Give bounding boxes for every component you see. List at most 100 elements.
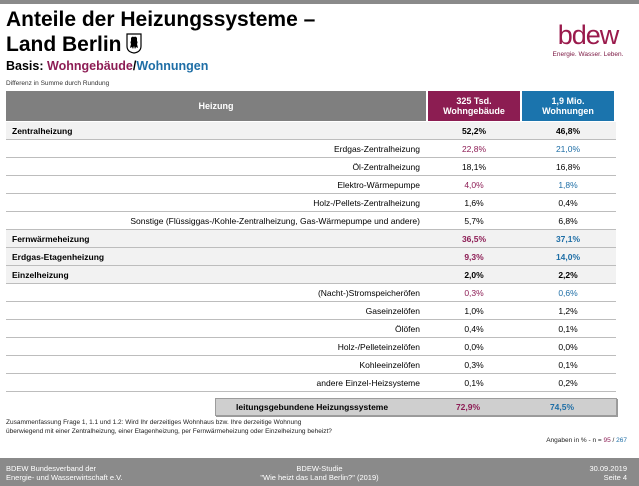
row-divider	[6, 337, 616, 338]
row-divider	[6, 211, 616, 212]
value-wohngebaeude: 9,3%	[464, 252, 484, 262]
value-wohnungen: 6,8%	[558, 216, 578, 226]
header-col2-line1: 1,9 Mio.	[551, 96, 585, 106]
row-label: Fernwärmeheizung	[12, 234, 90, 244]
row-divider	[6, 139, 616, 140]
footer-left-line2: Energie- und Wasserwirtschaft e.V.	[6, 473, 123, 482]
value-wohnungen: 0,6%	[558, 288, 578, 298]
value-wohngebaeude: 0,3%	[464, 288, 484, 298]
value-wohngebaeude: 0,0%	[464, 342, 484, 352]
header-col1-line1: 325 Tsd.	[456, 96, 492, 106]
footer-date: 30.09.2019	[589, 464, 627, 473]
value-wohnungen: 2,2%	[558, 270, 578, 280]
table-row: Öl-Zentralheizung 18,1% 16,8%	[6, 158, 616, 176]
value-wohnungen: 0,0%	[558, 342, 578, 352]
summary-label: leitungsgebundene Heizungssysteme	[236, 402, 389, 412]
row-divider	[6, 175, 616, 176]
angaben-prefix: Angaben in % - n =	[546, 437, 604, 444]
value-wohngebaeude: 18,1%	[461, 162, 487, 172]
table-row: Ölöfen 0,4% 0,1%	[6, 320, 616, 338]
row-label: Einzelheizung	[12, 270, 69, 280]
table-row: Gaseinzelöfen 1,0% 1,2%	[6, 302, 616, 320]
table-row: Erdgas-Zentralheizung 22,8% 21,0%	[6, 140, 616, 158]
table-row: Elektro-Wärmepumpe 4,0% 1,8%	[6, 176, 616, 194]
row-label: Öl-Zentralheizung	[352, 162, 420, 172]
logo-tagline: Energie. Wasser. Leben.	[552, 51, 624, 58]
header-heizung: Heizung	[6, 91, 426, 121]
table-row: Holz-/Pelleteinzelöfen 0,0% 0,0%	[6, 338, 616, 356]
value-wohnungen: 0,1%	[558, 324, 578, 334]
footer-center-line2: "Wie heizt das Land Berlin?" (2019)	[260, 473, 379, 482]
table-row: Einzelheizung 2,0% 2,2%	[6, 266, 616, 284]
row-divider	[6, 229, 616, 230]
row-divider	[6, 283, 616, 284]
row-divider	[6, 373, 616, 374]
value-wohngebaeude: 22,8%	[461, 144, 487, 154]
berlin-bear-icon	[125, 32, 142, 54]
header-wohngebaeude: 325 Tsd. Wohngebäude	[428, 91, 520, 121]
footer-page-number: Seite 4	[603, 473, 627, 482]
value-wohnungen: 1,2%	[558, 306, 578, 316]
row-divider	[6, 355, 616, 356]
table-row: Fernwärmeheizung 36,5% 37,1%	[6, 230, 616, 248]
value-wohnungen: 16,8%	[555, 162, 581, 172]
summary-value-wohngebaeude: 72,9%	[455, 402, 481, 412]
footer-study: BDEW-Studie "Wie heizt das Land Berlin?"…	[0, 464, 639, 482]
value-wohngebaeude: 0,4%	[464, 324, 484, 334]
footnote-line-2: überwiegend mit einer Zentralheizung, ei…	[6, 428, 332, 435]
header-col1-line2: Wohngebäude	[443, 106, 505, 116]
summary-value-wohnungen: 74,5%	[549, 402, 575, 412]
value-wohngebaeude: 5,7%	[464, 216, 484, 226]
bdew-logo: bdew Energie. Wasser. Leben.	[548, 20, 628, 58]
row-label: Ölöfen	[394, 324, 420, 334]
row-label: Erdgas-Etagenheizung	[12, 252, 105, 262]
title-line-2-text: Land Berlin	[6, 33, 122, 56]
row-divider	[6, 193, 616, 194]
row-label: Elektro-Wärmepumpe	[337, 180, 420, 190]
table-row: Holz-/Pellets-Zentralheizung 1,6% 0,4%	[6, 194, 616, 212]
row-divider	[6, 391, 616, 392]
row-label: Holz-/Pellets-Zentralheizung	[313, 198, 420, 208]
value-wohnungen: 0,4%	[558, 198, 578, 208]
header-col2-line2: Wohnungen	[542, 106, 594, 116]
value-wohnungen: 46,8%	[555, 126, 581, 136]
row-divider	[6, 247, 616, 248]
value-wohnungen: 37,1%	[555, 234, 581, 244]
table-row: (Nacht-)Stromspeicheröfen 0,3% 0,6%	[6, 284, 616, 302]
row-divider	[6, 301, 616, 302]
table-row: Sonstige (Flüssiggas-/Kohle-Zentralheizu…	[6, 212, 616, 230]
value-wohngebaeude: 1,6%	[464, 198, 484, 208]
value-wohnungen: 14,0%	[555, 252, 581, 262]
row-divider	[6, 319, 616, 320]
sample-n-wohnungen: 267	[616, 437, 627, 444]
table-row: Kohleeinzelöfen 0,3% 0,1%	[6, 356, 616, 374]
subtitle-prefix: Basis:	[6, 59, 47, 73]
title-line-2: Land Berlin	[6, 32, 315, 57]
row-label: Sonstige (Flüssiggas-/Kohle-Zentralheizu…	[130, 216, 420, 226]
value-wohngebaeude: 4,0%	[464, 180, 484, 190]
summary-row: leitungsgebundene Heizungssysteme 72,9% …	[215, 398, 617, 416]
value-wohnungen: 0,2%	[558, 378, 578, 388]
value-wohnungen: 0,1%	[558, 360, 578, 370]
row-label: andere Einzel-Heizsysteme	[316, 378, 420, 388]
value-wohngebaeude: 36,5%	[461, 234, 487, 244]
page-title: Anteile der Heizungssysteme – Land Berli…	[6, 8, 315, 57]
table-row: andere Einzel-Heizsysteme 0,1% 0,2%	[6, 374, 616, 392]
row-divider	[6, 265, 616, 266]
value-wohngebaeude: 52,2%	[461, 126, 487, 136]
row-label: Holz-/Pelleteinzelöfen	[337, 342, 420, 352]
row-label: Zentralheizung	[12, 126, 73, 136]
table-row: Erdgas-Etagenheizung 9,3% 14,0%	[6, 248, 616, 266]
row-label: (Nacht-)Stromspeicheröfen	[317, 288, 420, 298]
sample-size-note: Angaben in % - n = 95 / 267	[546, 437, 627, 444]
row-label: Erdgas-Zentralheizung	[334, 144, 420, 154]
title-line-1: Anteile der Heizungssysteme –	[6, 8, 316, 31]
sample-n-wohngebaeude: 95	[603, 437, 611, 444]
footer-date-page: 30.09.2019 Seite 4	[589, 464, 627, 482]
footnote-line-1: Zusammenfassung Frage 1, 1.1 und 1.2: Wi…	[6, 419, 302, 426]
top-rule	[0, 0, 639, 4]
row-divider	[6, 157, 616, 158]
row-label: Kohleeinzelöfen	[359, 360, 421, 370]
value-wohnungen: 1,8%	[558, 180, 578, 190]
footer-organization: BDEW Bundesverband der Energie- und Wass…	[6, 464, 123, 482]
